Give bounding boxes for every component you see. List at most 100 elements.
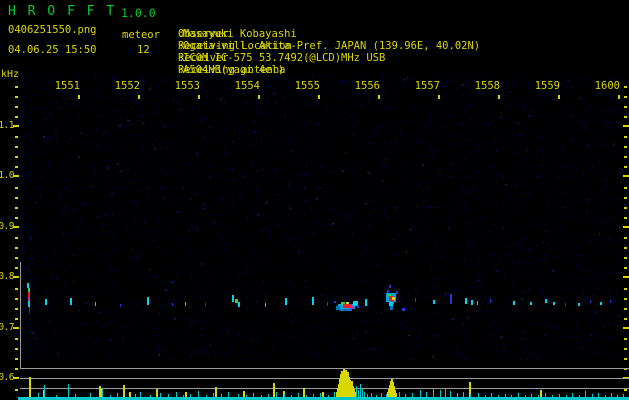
level-baseline: [18, 397, 629, 400]
station-value: ICOM IC-575 53.7492(@LCD)MHz USB: [183, 52, 386, 64]
level-spike-cyan: [371, 393, 372, 400]
freq-minor-tick: [624, 348, 627, 351]
freq-minor-tick: [15, 317, 18, 320]
freq-label: 0.6: [0, 372, 15, 384]
time-tick: [498, 95, 500, 99]
meteor-echo-mark: [341, 302, 345, 305]
time-tick: [618, 95, 620, 99]
meteor-echo-mark: [28, 301, 30, 307]
station-separator: :: [178, 64, 185, 76]
level-spike-yellow: [243, 391, 245, 400]
station-value: Ogata-vill. Akita-Pref. JAPAN (139.96E, …: [183, 40, 481, 52]
meteor-echo-mark: [232, 295, 234, 302]
freq-minor-tick: [624, 206, 627, 209]
time-tick: [558, 95, 560, 99]
meteor-echo-mark: [565, 303, 566, 306]
meteor-echo-mark: [389, 302, 393, 306]
time-tick: [378, 95, 380, 99]
freq-minor-tick: [624, 115, 627, 118]
station-label: Observer: [178, 28, 229, 40]
freq-minor-tick: [15, 368, 18, 371]
time-label: 1554: [234, 80, 260, 92]
level-spike-cyan: [228, 392, 229, 400]
level-spike-cyan: [276, 392, 277, 400]
meteor-echo-mark: [350, 306, 354, 309]
meteor-echo-mark: [120, 304, 121, 307]
level-gridline: [20, 368, 629, 369]
level-spike-cyan: [360, 384, 361, 400]
meteor-echo-mark: [70, 298, 72, 305]
freq-minor-tick: [624, 85, 627, 88]
level-spike-cyan: [457, 393, 458, 400]
meteor-echo-mark: [513, 301, 515, 305]
meteor-echo-mark: [235, 299, 238, 303]
freq-minor-tick: [15, 267, 18, 270]
meteor-echo-mark: [205, 303, 206, 306]
meteor-echo-mark: [392, 297, 395, 300]
level-spike-cyan: [44, 385, 45, 400]
time-tick: [138, 95, 140, 99]
freq-minor-tick: [15, 196, 18, 199]
time-label: 1552: [114, 80, 140, 92]
freq-major-tick: [13, 326, 19, 329]
meteor-echo-mark: [389, 296, 394, 301]
meteor-echo-mark: [29, 307, 30, 313]
meteor-echo-mark: [334, 301, 336, 303]
meteor-echo-mark: [312, 297, 314, 305]
level-spike-cyan: [320, 393, 321, 400]
time-label: 1600: [594, 80, 620, 92]
freq-minor-tick: [15, 257, 18, 260]
freq-major-tick: [13, 276, 19, 279]
level-spike-yellow: [469, 382, 471, 400]
level-spike-cyan: [176, 392, 177, 400]
meteor-echo-mark: [327, 302, 328, 306]
freq-minor-tick: [15, 388, 18, 391]
meteor-echo-mark: [389, 285, 391, 288]
level-spike-cyan: [160, 393, 161, 400]
station-label: Receiving antenna: [178, 64, 286, 76]
level-spike-cyan: [38, 393, 39, 400]
level-spike-yellow: [354, 392, 356, 400]
freq-unit-label: kHz: [1, 69, 20, 80]
freq-minor-tick: [15, 297, 18, 300]
meteor-echo-mark: [545, 299, 547, 303]
meteor-echo-mark: [353, 301, 358, 306]
level-spike-cyan: [117, 393, 118, 400]
freq-minor-tick: [15, 348, 18, 351]
meteor-echo-mark: [387, 290, 389, 293]
mode-label: meteor: [122, 29, 160, 41]
freq-minor-tick: [15, 338, 18, 340]
meteor-echo-mark: [28, 297, 30, 301]
freq-minor-tick: [15, 216, 18, 219]
freq-minor-tick: [15, 287, 18, 290]
freq-minor-tick: [15, 206, 18, 209]
level-vline: [20, 262, 21, 369]
level-spike-cyan: [362, 389, 363, 400]
time-label: 1555: [294, 80, 320, 92]
freq-minor-tick: [624, 146, 627, 149]
meteor-echo-mark: [490, 299, 491, 303]
level-spike-yellow: [129, 392, 131, 400]
meteor-echo-mark: [471, 300, 473, 305]
meteor-echo-mark: [357, 305, 359, 308]
freq-minor-tick: [624, 368, 627, 371]
freq-minor-tick: [624, 186, 627, 189]
freq-minor-tick: [15, 85, 18, 88]
meteor-echo-mark: [285, 298, 287, 305]
meteor-echo-mark: [27, 283, 29, 288]
meteor-echo-mark: [343, 304, 352, 308]
level-spike-cyan: [102, 388, 103, 400]
freq-minor-tick: [624, 95, 627, 98]
freq-minor-tick: [624, 247, 627, 250]
level-spike-yellow: [123, 385, 125, 400]
level-spike-cyan: [298, 393, 299, 400]
meteor-echo-mark: [45, 299, 47, 305]
meteor-echo-mark: [185, 302, 186, 306]
freq-minor-tick: [15, 156, 18, 159]
freq-label: 0.7: [0, 321, 15, 333]
app-title: H R O F F T: [8, 4, 117, 19]
level-spike-cyan: [572, 393, 573, 400]
level-spike-cyan: [491, 393, 492, 400]
freq-label: 1.1: [0, 119, 15, 131]
